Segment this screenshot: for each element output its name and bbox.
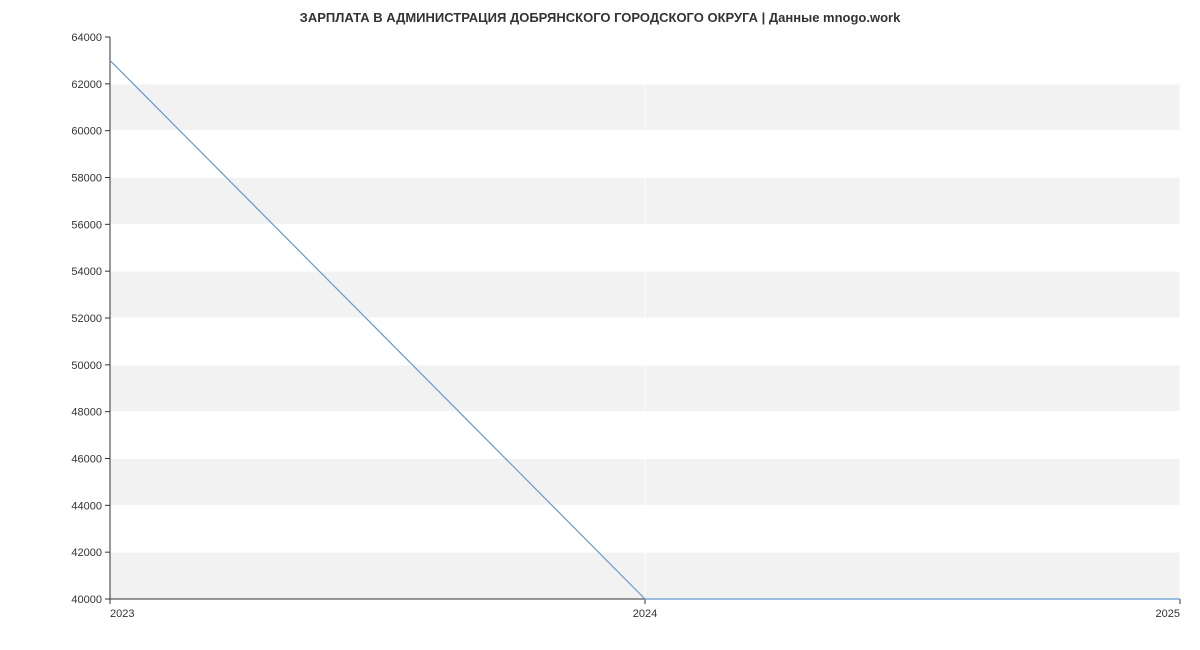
y-tick-label: 62000 (71, 79, 102, 91)
chart-title: ЗАРПЛАТА В АДМИНИСТРАЦИЯ ДОБРЯНСКОГО ГОР… (0, 0, 1200, 25)
x-tick-label: 2023 (110, 608, 134, 620)
y-tick-label: 56000 (71, 219, 102, 231)
y-tick-label: 46000 (71, 454, 102, 466)
y-tick-label: 64000 (71, 32, 102, 44)
y-tick-label: 44000 (71, 500, 102, 512)
y-tick-label: 40000 (71, 594, 102, 606)
y-tick-label: 54000 (71, 266, 102, 278)
y-tick-label: 48000 (71, 407, 102, 419)
chart-area: 40000 42000 44000 46000 48000 50000 52000 54000… (0, 25, 1200, 645)
x-tick-label: 2025 (1156, 608, 1180, 620)
y-tick-label: 52000 (71, 313, 102, 325)
y-tick-label: 60000 (71, 126, 102, 138)
y-tick-label: 58000 (71, 173, 102, 185)
chart-svg: 40000 42000 44000 46000 48000 50000 52000 54000… (0, 25, 1200, 645)
x-tick-label: 2024 (633, 608, 657, 620)
y-tick-label: 42000 (71, 547, 102, 559)
y-tick-label: 50000 (71, 360, 102, 372)
